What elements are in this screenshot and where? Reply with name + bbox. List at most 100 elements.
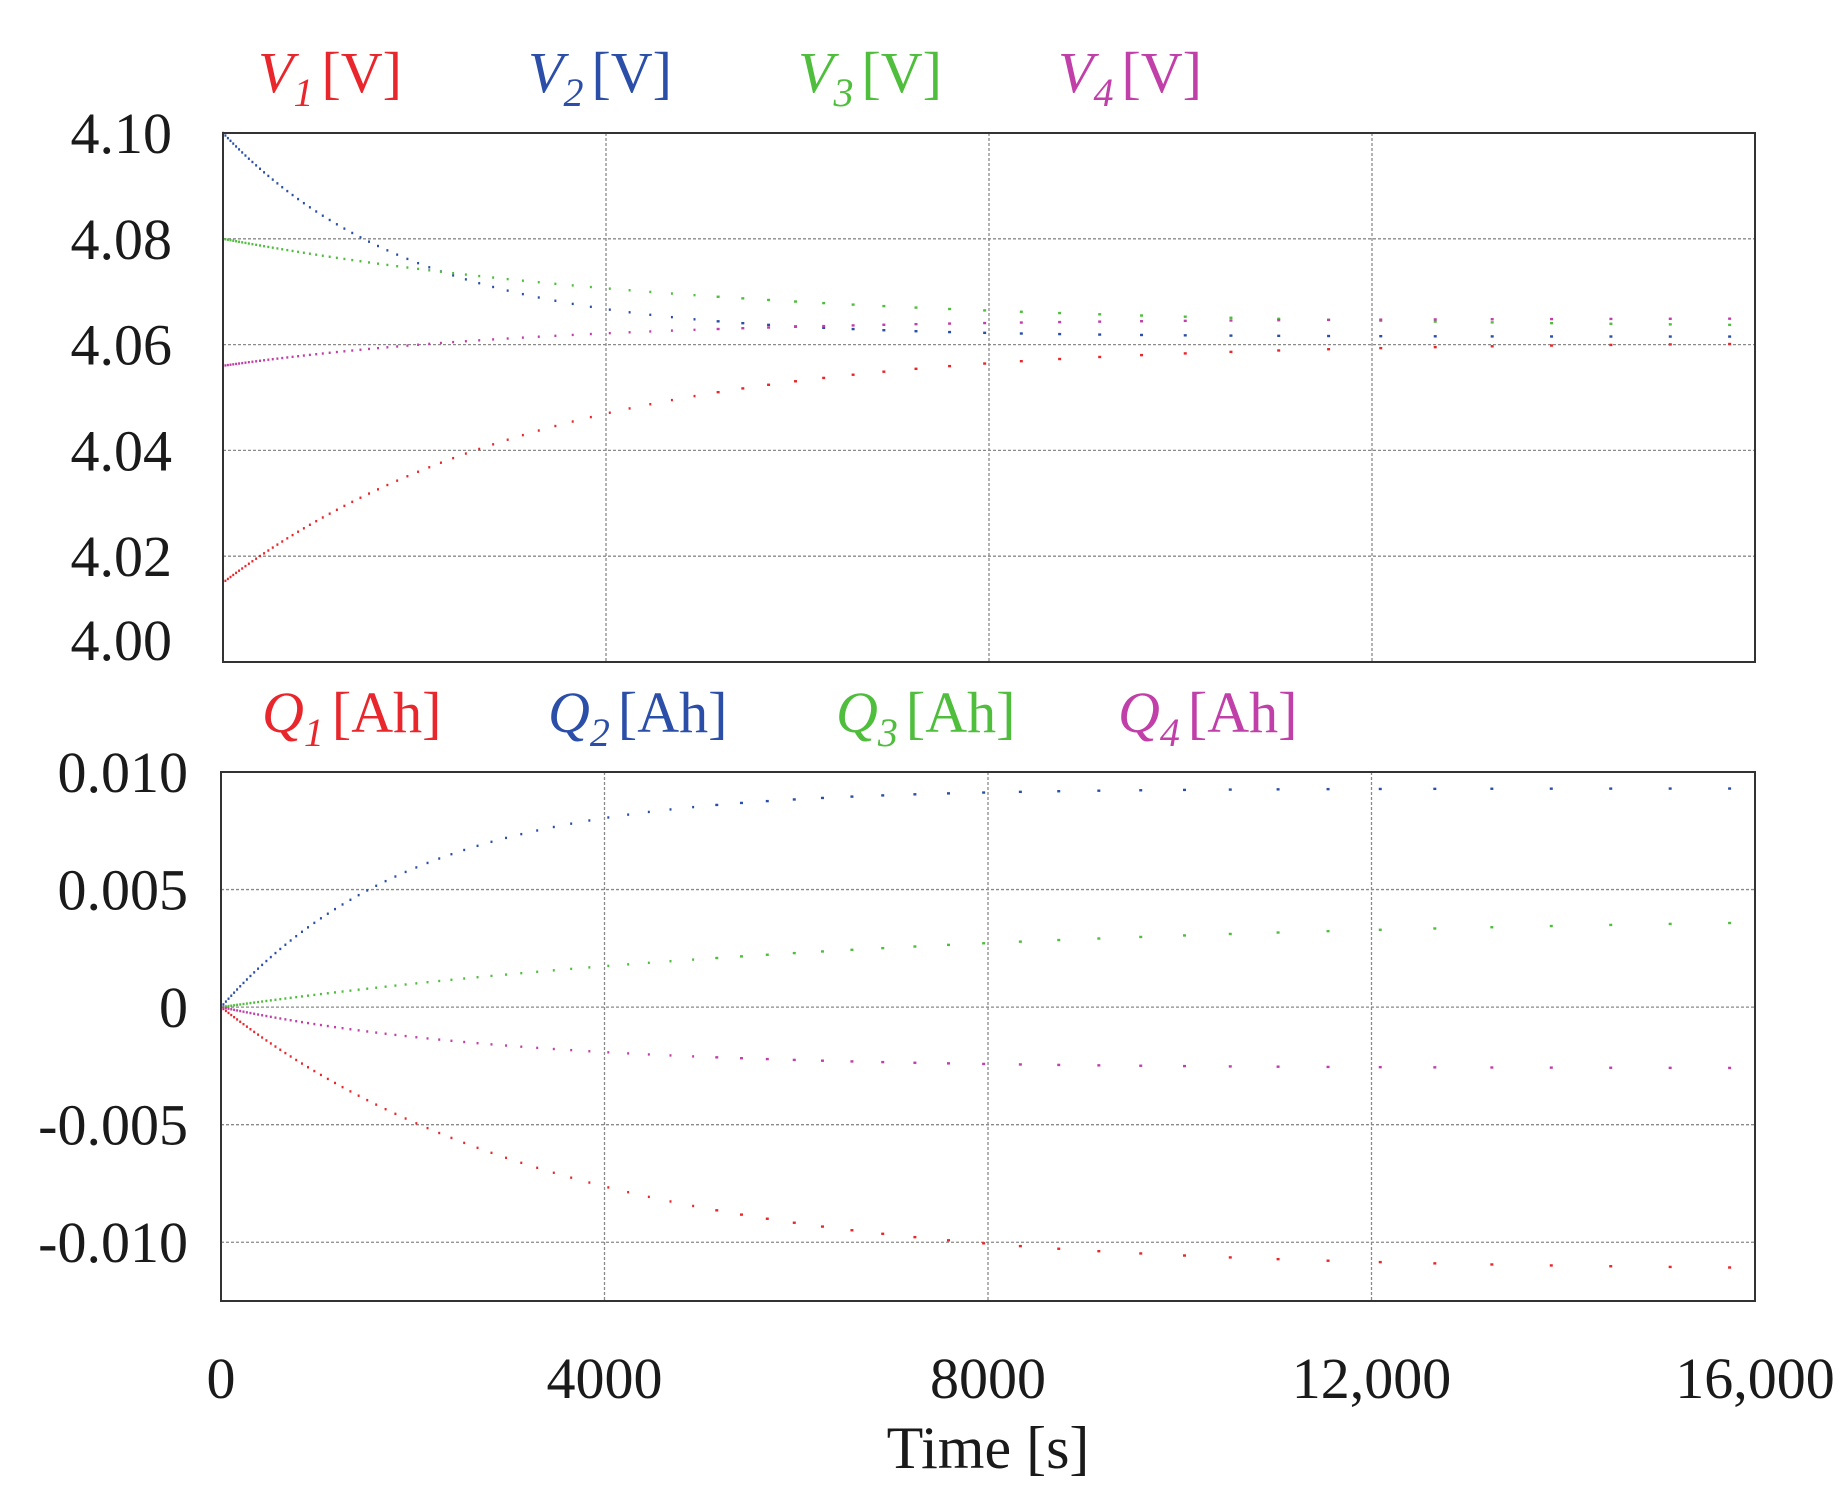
charge-y-ticks: -0.010 -0.005 0 0.005 0.010 xyxy=(38,740,188,1275)
x-tick-label: 0 xyxy=(207,1346,236,1411)
data-point xyxy=(386,249,389,252)
data-point xyxy=(1668,323,1672,326)
data-point xyxy=(315,210,318,213)
data-point xyxy=(286,248,289,252)
data-point xyxy=(1097,789,1101,792)
data-point xyxy=(307,994,310,997)
data-point xyxy=(947,943,951,947)
voltage-series xyxy=(222,131,1732,584)
data-point xyxy=(741,297,745,300)
data-point xyxy=(242,1022,245,1026)
data-point xyxy=(850,1229,854,1232)
data-point xyxy=(326,1024,329,1028)
data-point xyxy=(284,1051,287,1055)
data-point xyxy=(271,246,274,249)
data-point xyxy=(521,336,524,339)
data-point xyxy=(229,575,232,579)
data-point xyxy=(321,352,324,355)
data-point xyxy=(386,483,389,487)
legend-entry: Q4 [Ah] xyxy=(1118,680,1297,755)
data-point xyxy=(490,1043,493,1046)
data-point xyxy=(794,300,798,303)
data-point xyxy=(241,151,244,154)
data-point xyxy=(1098,313,1102,316)
data-point xyxy=(490,974,493,978)
data-point xyxy=(315,353,318,356)
data-point xyxy=(267,245,270,249)
data-point xyxy=(255,243,258,247)
data-point xyxy=(1139,1252,1143,1255)
data-point xyxy=(308,252,311,255)
data-point xyxy=(505,973,508,976)
data-point xyxy=(251,560,254,563)
data-point xyxy=(1728,342,1732,346)
data-point xyxy=(366,889,369,892)
data-point xyxy=(1728,1266,1732,1269)
data-point xyxy=(1550,317,1554,321)
data-point xyxy=(1229,319,1233,322)
data-point xyxy=(404,870,407,874)
data-point xyxy=(415,866,418,869)
data-point xyxy=(1668,1066,1672,1070)
data-point xyxy=(291,533,294,537)
data-point xyxy=(394,984,397,987)
data-point xyxy=(244,361,247,364)
data-point xyxy=(478,339,481,342)
data-point xyxy=(739,955,743,958)
x-tick-label: 12,000 xyxy=(1292,1346,1452,1411)
data-point xyxy=(245,1025,248,1028)
data-point xyxy=(1433,318,1437,321)
data-point xyxy=(947,792,951,795)
data-point xyxy=(552,1171,555,1174)
data-point xyxy=(982,1062,986,1066)
data-point xyxy=(589,305,592,309)
data-point xyxy=(307,1021,310,1025)
data-point xyxy=(1139,789,1143,792)
data-point xyxy=(822,301,826,305)
data-point xyxy=(438,1038,441,1041)
data-point xyxy=(627,1190,630,1194)
data-point xyxy=(1018,790,1022,794)
data-point xyxy=(1327,318,1331,322)
data-point xyxy=(300,1020,303,1024)
data-point xyxy=(1058,320,1062,324)
data-point xyxy=(238,362,241,365)
y-tick-label: 4.10 xyxy=(71,101,173,166)
data-point xyxy=(1327,348,1331,351)
data-point xyxy=(1058,332,1062,336)
data-point xyxy=(404,983,407,986)
voltage-panel: 4.00 4.02 4.04 4.06 4.08 4.10 V1 [V] V2 [V] V3 [V]… xyxy=(71,40,1756,673)
data-point xyxy=(767,298,771,302)
data-point xyxy=(286,356,289,359)
data-point xyxy=(1668,335,1672,338)
data-point xyxy=(222,1003,225,1006)
data-point xyxy=(765,953,769,956)
data-point xyxy=(271,546,274,549)
data-point xyxy=(1097,937,1101,940)
data-point xyxy=(265,999,268,1003)
data-point xyxy=(1019,321,1023,324)
data-point xyxy=(537,281,540,284)
data-point xyxy=(263,552,266,555)
data-point xyxy=(913,945,917,948)
data-point xyxy=(820,950,824,953)
data-point xyxy=(692,805,695,809)
data-point xyxy=(357,893,360,897)
data-point xyxy=(649,403,652,406)
data-point xyxy=(850,1060,854,1063)
data-point xyxy=(375,1103,378,1106)
data-point xyxy=(1490,1066,1494,1069)
data-point xyxy=(1097,1249,1101,1253)
data-point xyxy=(297,197,300,201)
data-point xyxy=(265,1014,268,1018)
data-point xyxy=(882,323,886,326)
data-point xyxy=(302,251,305,254)
data-point xyxy=(261,1036,264,1039)
data-point xyxy=(792,951,796,955)
data-point xyxy=(1057,938,1061,942)
data-point xyxy=(552,969,555,972)
data-point xyxy=(450,1039,453,1043)
data-point xyxy=(321,254,324,257)
data-point xyxy=(850,795,854,798)
data-point xyxy=(1140,320,1144,323)
